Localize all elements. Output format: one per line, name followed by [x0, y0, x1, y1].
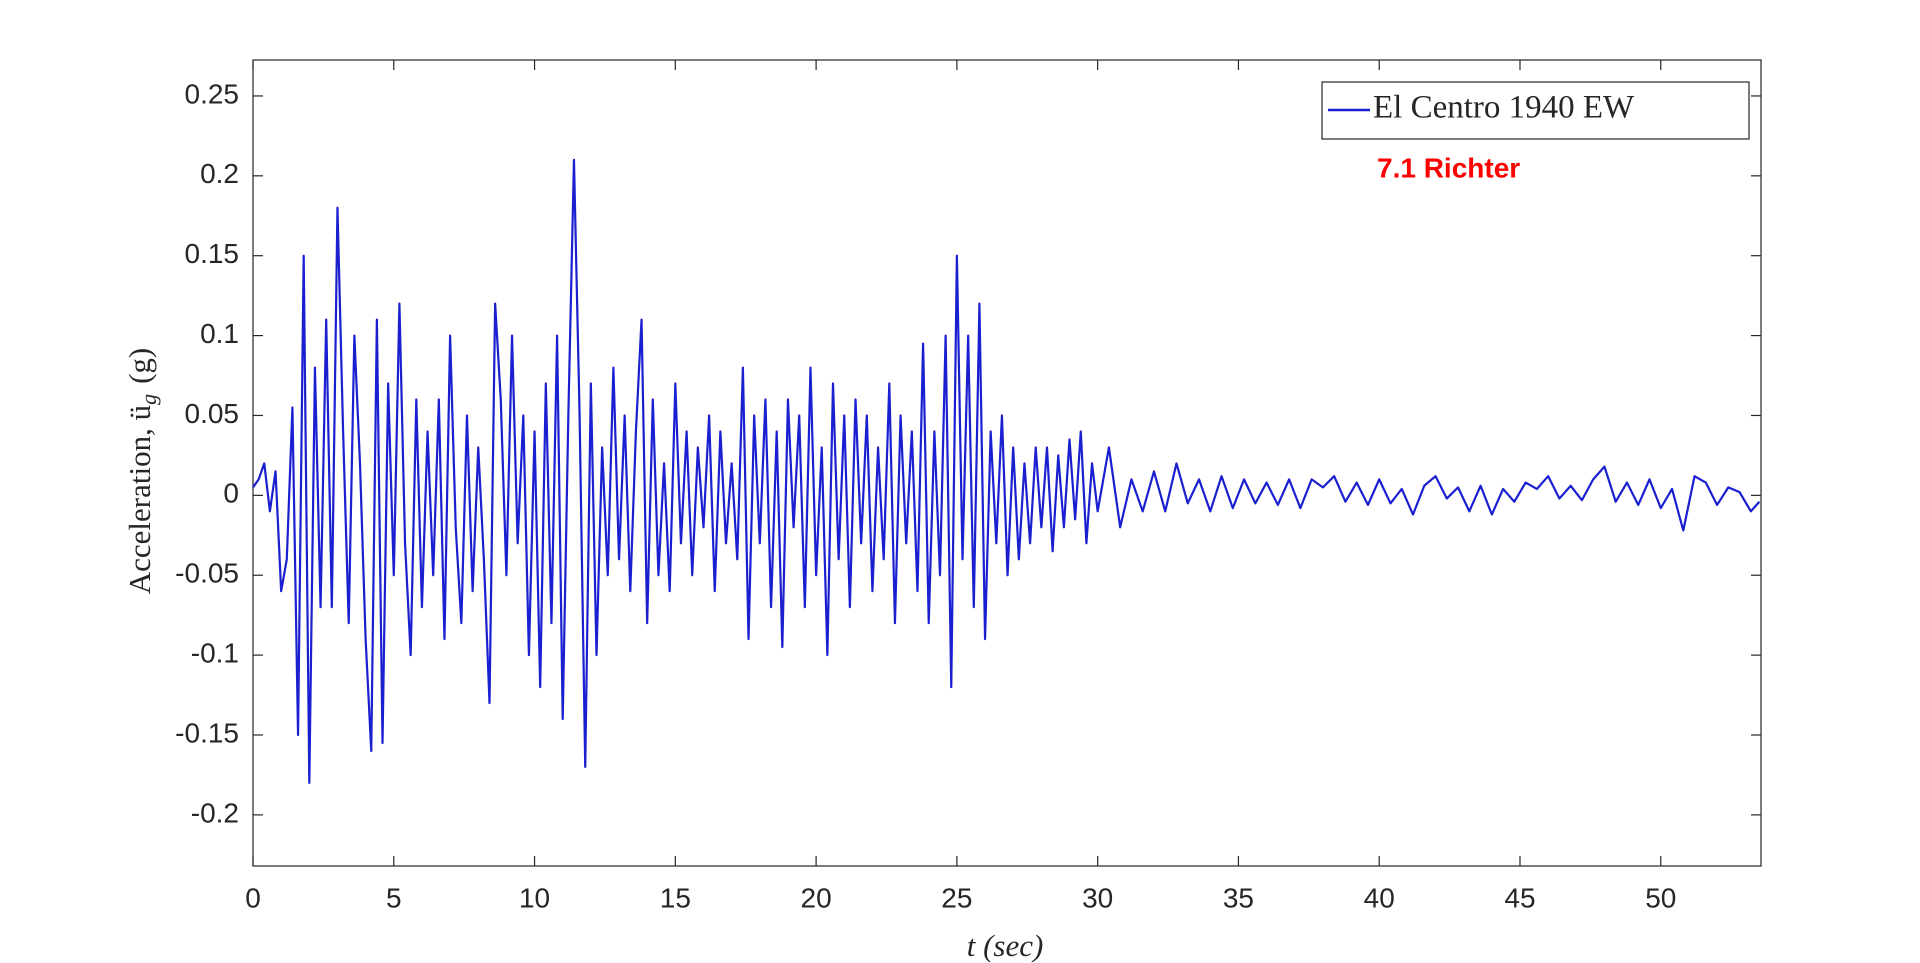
y-tick-label: -0.2 [191, 797, 239, 828]
x-tick-label: 20 [801, 882, 832, 913]
x-tick-label: 25 [941, 882, 972, 913]
y-tick-label: 0.2 [200, 158, 239, 189]
y-tick-label: 0 [223, 478, 239, 509]
data-line [252, 158, 1761, 785]
y-axis-label-unit: (g) [122, 348, 157, 384]
legend-label: El Centro 1940 EW [1373, 90, 1635, 126]
y-tick-label: -0.15 [175, 717, 239, 748]
x-tick-label: 30 [1082, 882, 1113, 913]
x-tick-label: 35 [1223, 882, 1254, 913]
x-axis-label: t (sec) [967, 928, 1044, 963]
y-tick-label: 0.25 [185, 78, 240, 109]
y-tick-label: 0.05 [185, 398, 240, 429]
y-tick-label: 0.1 [200, 318, 239, 349]
legend-box [1321, 81, 1750, 140]
plot-area [252, 59, 1762, 867]
x-tick-label: 40 [1364, 882, 1395, 913]
y-axis-label-sub: g [136, 394, 161, 405]
x-tick-label: 45 [1504, 882, 1535, 913]
y-axis-label: Acceleration, üg (g) [122, 348, 161, 595]
x-tick-label: 15 [660, 882, 691, 913]
x-tick-label: 50 [1645, 882, 1676, 913]
y-tick-label: -0.05 [175, 558, 239, 589]
y-axis-label-main: Acceleration, ü [122, 405, 157, 594]
y-tick-label: 0.15 [185, 238, 240, 269]
x-tick-label: 10 [519, 882, 550, 913]
annotation: 7.1 Richter [1377, 152, 1520, 183]
y-tick-label: -0.1 [191, 638, 239, 669]
x-tick-label: 0 [245, 882, 261, 913]
x-tick-label: 5 [386, 882, 402, 913]
